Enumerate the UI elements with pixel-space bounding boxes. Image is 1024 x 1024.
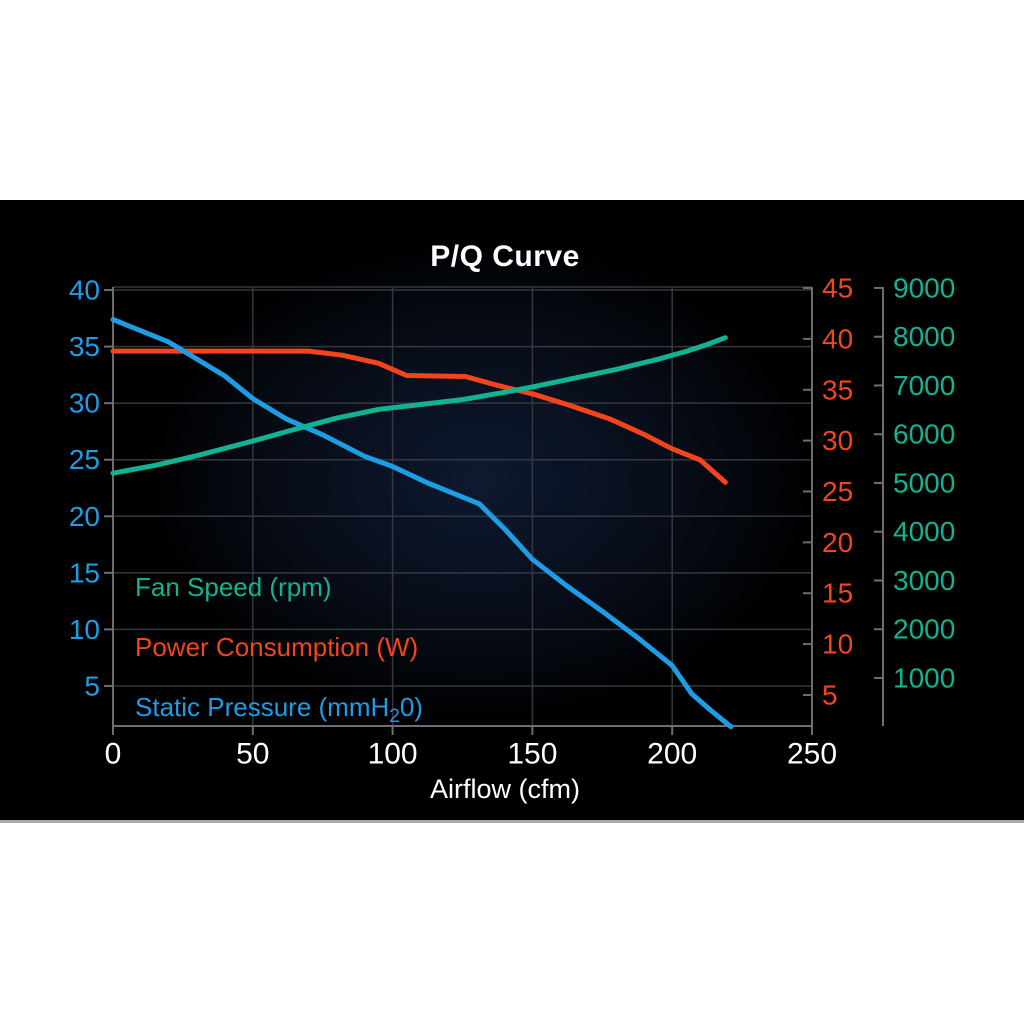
x-axis-tick-label: 150 [507,738,557,771]
legend-item-static-pressure: Static Pressure (mmH20) [135,692,423,732]
fan-speed-axis-tick-label: 8000 [893,321,955,352]
left-axis-tick-label: 10 [69,614,100,645]
power-axis-tick-label: 10 [822,629,853,660]
power-axis-tick-label: 40 [822,323,853,354]
x-axis-tick-label: 50 [236,738,269,771]
left-axis-tick-label: 20 [69,501,100,532]
legend-item-fan-speed: Fan Speed (rpm) [135,572,423,612]
power-axis-tick-label: 30 [822,425,853,456]
power-axis-tick-label: 15 [822,578,853,609]
legend-item-power: Power Consumption (W) [135,632,423,672]
series-line-power [110,348,728,485]
series-line-fan-speed [110,335,728,476]
fan-speed-axis-tick-label: 7000 [893,370,955,401]
power-axis-tick-label: 20 [822,527,853,558]
x-axis-tick-label: 200 [647,738,697,771]
fan-speed-axis-tick-label: 4000 [893,516,955,547]
power-axis-tick-label: 35 [822,374,853,405]
legend-label: Static Pressure (mmH [135,692,390,723]
left-axis-tick-label: 25 [69,444,100,475]
fan-speed-axis-tick-label: 5000 [893,467,955,498]
fan-speed-axis-tick-label: 3000 [893,565,955,596]
fan-speed-axis-tick-label: 6000 [893,419,955,450]
left-axis-tick-label: 35 [69,331,100,362]
legend-label-subscript: 2 [389,706,400,728]
left-axis-tick-label: 30 [69,388,100,419]
fan-speed-axis-tick-label: 1000 [893,662,955,693]
chart-title: P/Q Curve [430,240,580,273]
fan-speed-axis-tick-label: 9000 [893,272,955,303]
legend-label: Fan Speed (rpm) [135,572,332,602]
left-axis-tick-label: 15 [69,557,100,588]
legend-label-suffix: 0) [399,692,423,723]
power-axis-tick-label: 25 [822,476,853,507]
x-axis-tick-label: 0 [105,738,122,771]
series-line-static-pressure [110,317,734,730]
fan-speed-axis-tick-label: 2000 [893,614,955,645]
power-axis-tick-label: 5 [822,679,838,710]
legend: Fan Speed (rpm) Power Consumption (W) St… [135,572,423,753]
chart-panel: P/Q Curve 40 35 30 25 20 15 10 5 0 50 100 150 200 250… [0,200,1024,823]
power-axis-tick-label: 45 [822,273,853,304]
left-axis-tick-label: 5 [84,670,100,701]
left-axis-tick-label: 40 [69,275,100,306]
x-axis-tick-label: 250 [787,738,837,771]
x-axis-title: Airflow (cfm) [430,774,580,804]
legend-label: Power Consumption (W) [135,632,419,663]
x-axis-tick-label: 100 [368,738,418,771]
